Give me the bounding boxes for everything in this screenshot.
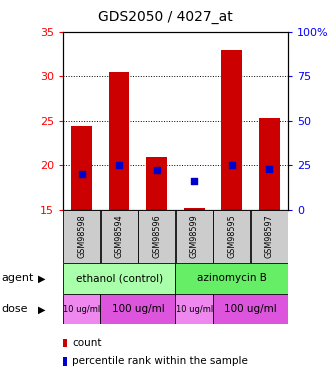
Text: dose: dose [2, 304, 28, 314]
Point [79, 171, 84, 177]
Text: ▶: ▶ [38, 273, 46, 284]
Bar [175, 262, 288, 294]
Bar [221, 50, 242, 210]
Bar [213, 294, 288, 324]
Bar [184, 208, 205, 210]
Text: percentile rank within the sample: percentile rank within the sample [72, 357, 248, 366]
Point [266, 166, 272, 172]
Bar [63, 210, 100, 262]
Bar [175, 294, 213, 324]
Bar [109, 72, 129, 210]
Text: ▶: ▶ [38, 304, 46, 314]
Bar [146, 157, 167, 210]
Text: GSM98594: GSM98594 [115, 214, 124, 258]
Text: GSM98597: GSM98597 [265, 214, 274, 258]
Point [229, 162, 234, 168]
Text: GSM98598: GSM98598 [77, 214, 86, 258]
Bar [63, 294, 100, 324]
Bar [251, 210, 288, 262]
Bar [71, 126, 92, 210]
Bar [175, 210, 213, 262]
Bar [100, 294, 175, 324]
Text: GSM98596: GSM98596 [152, 214, 161, 258]
Bar [259, 118, 279, 210]
Bar [213, 210, 250, 262]
Text: ethanol (control): ethanol (control) [75, 273, 163, 284]
Text: azinomycin B: azinomycin B [197, 273, 267, 284]
Text: 10 ug/ml: 10 ug/ml [63, 305, 100, 314]
Point [154, 167, 159, 173]
Point [192, 178, 197, 184]
Text: GDS2050 / 4027_at: GDS2050 / 4027_at [98, 10, 233, 24]
Text: GSM98595: GSM98595 [227, 214, 236, 258]
Text: agent: agent [2, 273, 34, 284]
Bar [138, 210, 175, 262]
Text: 100 ug/ml: 100 ug/ml [112, 304, 164, 314]
Text: 10 ug/ml: 10 ug/ml [175, 305, 213, 314]
Text: GSM98599: GSM98599 [190, 214, 199, 258]
Bar [63, 262, 175, 294]
Bar [101, 210, 138, 262]
Text: 100 ug/ml: 100 ug/ml [224, 304, 277, 314]
Text: count: count [72, 338, 102, 348]
Point [117, 162, 122, 168]
